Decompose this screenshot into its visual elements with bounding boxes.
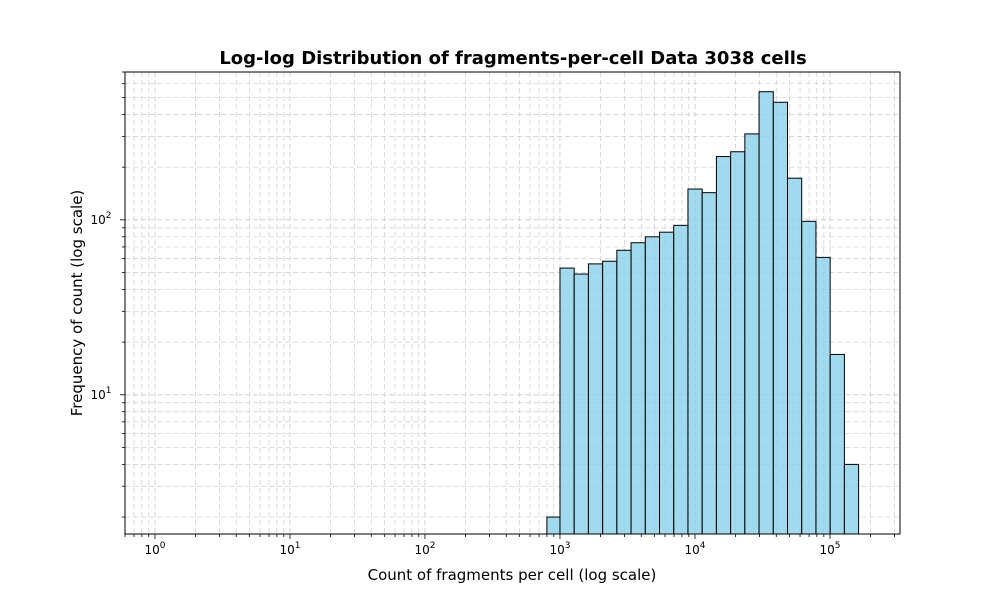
histogram-bar <box>616 249 632 535</box>
histogram-bar <box>730 151 746 535</box>
histogram-bar <box>787 177 803 535</box>
histogram-bar <box>546 516 561 535</box>
histogram-bar <box>758 91 774 535</box>
histogram-bar <box>687 188 703 535</box>
histogram-bar <box>630 242 646 535</box>
x-tick-label: 102 <box>414 541 435 557</box>
histogram-bar <box>587 263 604 535</box>
histogram-bar <box>659 231 675 535</box>
histogram-bar <box>559 267 575 535</box>
histogram-bar <box>772 101 789 535</box>
histogram-bar <box>644 236 661 535</box>
histogram-bar <box>673 224 689 535</box>
plot-area-frame <box>124 71 901 535</box>
axis-ticks: 100 101 102 103 104 105 101 102 <box>90 71 895 557</box>
histogram-bar <box>801 220 817 535</box>
histogram-bars <box>546 91 860 535</box>
x-tick-label: 100 <box>144 541 165 557</box>
histogram-bar <box>744 133 760 535</box>
histogram-bar <box>815 256 831 535</box>
y-tick-label: 102 <box>90 211 111 227</box>
x-axis-label: Count of fragments per cell (log scale) <box>368 566 657 584</box>
histogram-bar <box>843 463 860 535</box>
chart-title: Log-log Distribution of fragments-per-ce… <box>219 48 806 69</box>
histogram-bar <box>715 156 732 535</box>
x-tick-label: 104 <box>684 541 705 557</box>
x-tick-label: 103 <box>549 541 570 557</box>
y-tick-label: 101 <box>90 386 111 402</box>
histogram-bar <box>829 353 845 535</box>
y-axis-label: Frequency of count (log scale) <box>68 190 86 417</box>
histogram-bar <box>701 192 717 535</box>
histogram-bar <box>573 273 589 535</box>
x-tick-label: 101 <box>279 541 300 557</box>
x-tick-label: 105 <box>819 541 840 557</box>
histogram-bar <box>602 260 618 535</box>
